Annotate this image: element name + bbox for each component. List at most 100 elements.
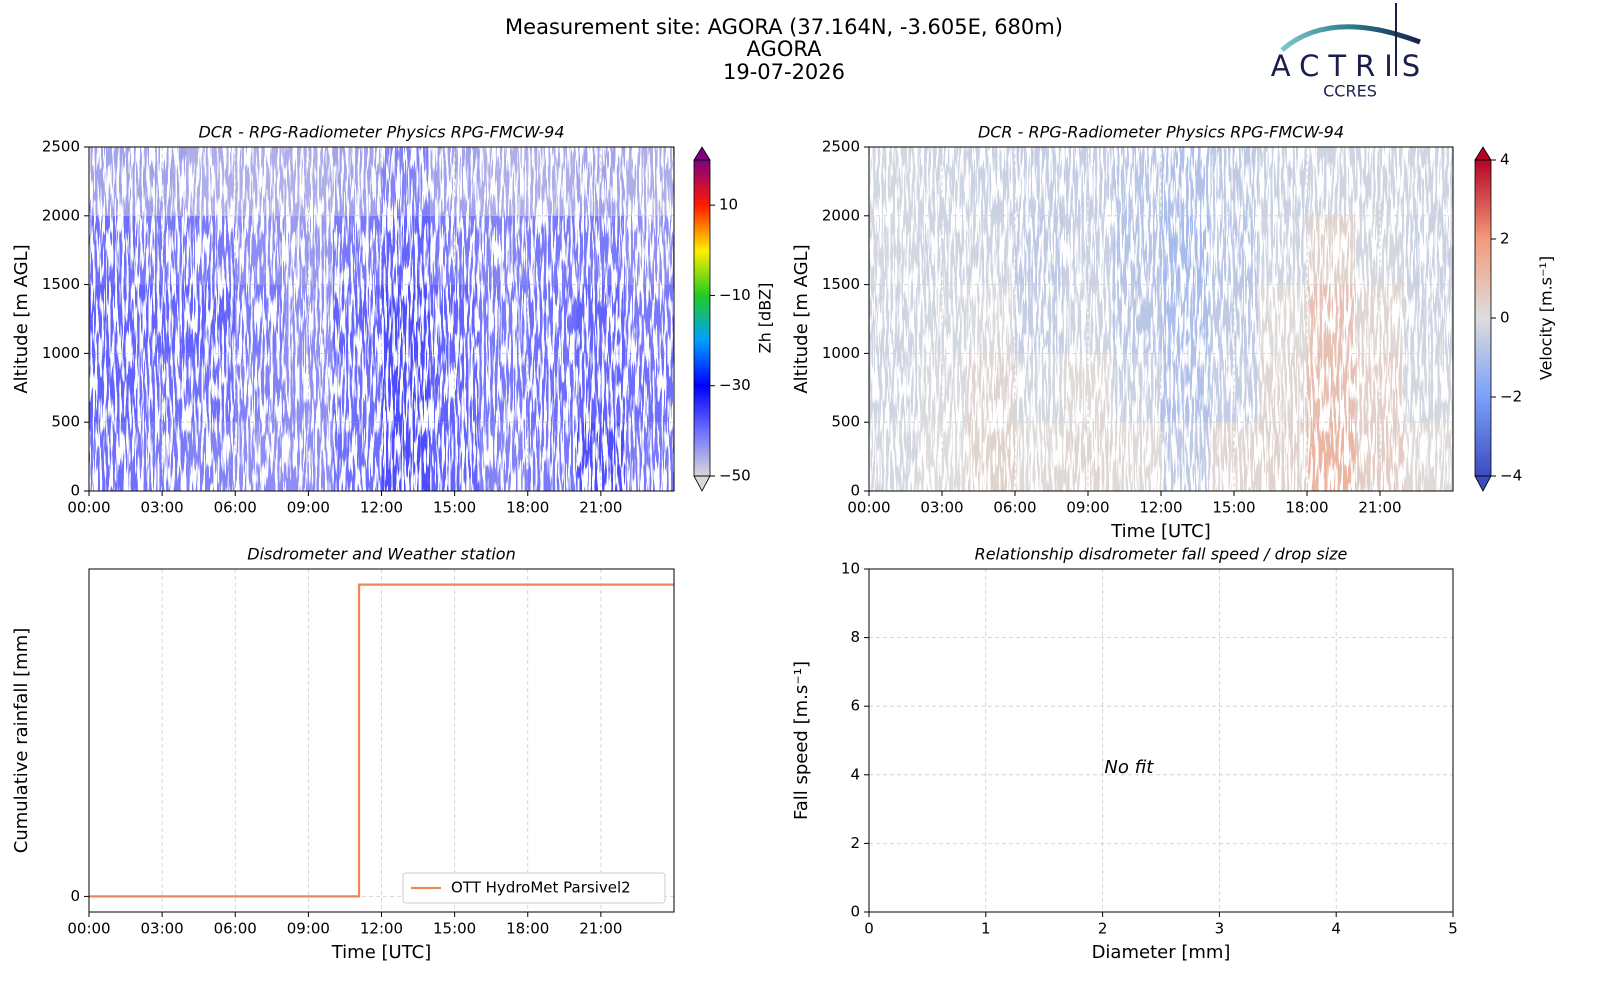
heatmap-cell — [1015, 353, 1064, 423]
header-title: Measurement site: AGORA (37.164N, -3.605… — [505, 15, 1063, 39]
colorbar-label: Zh [dBZ] — [756, 283, 775, 354]
heatmap-cell — [1112, 353, 1161, 423]
y-tick-label: 1500 — [42, 275, 80, 293]
heatmap-cell — [479, 284, 528, 354]
heatmap-cell — [576, 215, 626, 285]
heatmap-cell — [869, 353, 918, 423]
heatmap-cell — [1307, 284, 1356, 354]
colorbar-tick-label: 2 — [1500, 230, 1510, 248]
panel: −50 −30 −10 10 Zh [dBZ] 00:00 03:00 06:00 09:00 1… — [11, 123, 775, 517]
y-tick-label: 2 — [850, 834, 860, 852]
heatmap-cell — [186, 147, 236, 216]
colorbar-tick-label: 10 — [719, 196, 738, 214]
heatmap-cell — [1161, 284, 1210, 354]
x-tick-label: 00:00 — [847, 499, 890, 517]
x-tick-label: 06:00 — [993, 499, 1036, 517]
heatmap-cell — [576, 147, 626, 216]
y-axis-label: Cumulative rainfall [mm] — [11, 628, 32, 854]
panel-title: DCR - RPG-Radiometer Physics RPG-FMCW-94 — [978, 123, 1344, 142]
heatmap-cell — [381, 215, 431, 285]
colorbar-tick-label: −2 — [1500, 388, 1522, 406]
x-tick-label: 09:00 — [287, 920, 330, 938]
heatmap-cell — [89, 215, 138, 285]
x-tick-label: 12:00 — [360, 499, 403, 517]
heatmap-cell — [235, 422, 284, 491]
heatmap-cell — [479, 215, 528, 285]
x-tick-label: 15:00 — [1212, 499, 1255, 517]
heatmap-cell — [137, 284, 187, 354]
heatmap-cell — [1355, 353, 1405, 423]
plot-area — [869, 147, 1453, 491]
x-tick-label: 4 — [1331, 920, 1341, 938]
heatmap-cell — [479, 147, 528, 216]
heatmap-cell — [1355, 284, 1405, 354]
heatmap-cell — [137, 215, 187, 285]
x-tick-label: 3 — [1215, 920, 1225, 938]
heatmap-cell — [625, 422, 674, 491]
legend-label: OTT HydroMet Parsivel2 — [451, 879, 631, 897]
heatmap-cell — [1112, 284, 1161, 354]
colorbar-tick-label: −50 — [719, 467, 751, 485]
colorbar-frame — [693, 159, 711, 477]
colorbar-tick-label: −30 — [719, 376, 751, 394]
heatmap-cell — [625, 215, 674, 285]
heatmap-cell — [1307, 147, 1356, 216]
line — [89, 583, 674, 898]
heatmap-cell — [1112, 215, 1161, 285]
heatmap-cell — [869, 284, 918, 354]
panel-title: DCR - RPG-Radiometer Physics RPG-FMCW-94 — [198, 123, 564, 142]
heatmap-cell — [1404, 353, 1453, 423]
heatmap-cell — [1063, 147, 1113, 216]
heatmap-cell — [917, 147, 967, 216]
heatmap-cell — [966, 284, 1015, 354]
logo-subtitle: CCRES — [1323, 82, 1377, 101]
heatmap-cell — [1112, 422, 1161, 491]
heatmap-cell — [576, 353, 626, 423]
x-tick-label: 12:00 — [360, 920, 403, 938]
heatmap-cell — [869, 422, 918, 491]
heatmap-cell — [527, 353, 577, 423]
heatmap-cell — [89, 353, 138, 423]
heatmap-cell — [576, 284, 626, 354]
heatmap-cell — [917, 422, 967, 491]
heatmap-cell — [1258, 422, 1307, 491]
heatmap-cell — [332, 284, 382, 354]
y-tick-label: 2000 — [42, 206, 80, 224]
x-tick-label: 09:00 — [1066, 499, 1109, 517]
heatmap-cell — [1063, 422, 1113, 491]
heatmap-cell — [625, 147, 674, 216]
x-tick-label: 18:00 — [506, 499, 549, 517]
x-tick-label: 00:00 — [67, 499, 110, 517]
colorbar-extend — [693, 146, 711, 161]
x-tick-label: 0 — [864, 920, 874, 938]
heatmap-cell — [430, 284, 479, 354]
heatmap-cell — [625, 353, 674, 423]
heatmap-cell — [332, 422, 382, 491]
heatmap-cell — [332, 147, 382, 216]
heatmap-cell — [917, 215, 967, 285]
y-tick-label: 0 — [70, 482, 80, 500]
heatmap-cell — [137, 353, 187, 423]
heatmap-cell — [1209, 284, 1259, 354]
heatmap-cell — [430, 422, 479, 491]
heatmap-cell — [235, 353, 284, 423]
legend-box — [402, 872, 666, 904]
colorbar-tick-label: −4 — [1500, 467, 1522, 485]
heatmap-cell — [381, 147, 431, 216]
heatmap-cell — [527, 422, 577, 491]
heatmap-cell — [527, 147, 577, 216]
x-axis-label: Time [UTC] — [1110, 521, 1211, 542]
x-tick-label: 21:00 — [579, 499, 622, 517]
heatmap-cell — [1258, 147, 1307, 216]
heatmap-cell — [869, 215, 918, 285]
heatmap-cell — [430, 353, 479, 423]
heatmap-cell — [89, 284, 138, 354]
heatmap-cell — [186, 422, 236, 491]
colorbar-extend — [1474, 475, 1492, 492]
heatmap — [89, 147, 674, 491]
x-tick-label: 2 — [1098, 920, 1108, 938]
y-tick-label: 2500 — [42, 138, 80, 156]
y-tick-label: 1000 — [42, 344, 80, 362]
x-tick-label: 21:00 — [579, 920, 622, 938]
